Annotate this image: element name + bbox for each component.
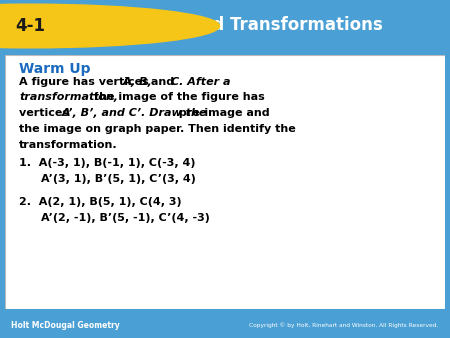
Text: transformation.: transformation.	[19, 140, 118, 150]
Text: Congruence and Transformations: Congruence and Transformations	[72, 16, 383, 34]
Text: 1.  A(-3, 1), B(-1, 1), C(-3, 4): 1. A(-3, 1), B(-1, 1), C(-3, 4)	[19, 158, 196, 168]
Text: A’, B’, and C’. Draw the: A’, B’, and C’. Draw the	[62, 108, 207, 118]
Text: A figure has vertices: A figure has vertices	[19, 76, 153, 87]
Text: 4-1: 4-1	[16, 17, 45, 35]
Text: Warm Up: Warm Up	[19, 62, 90, 76]
Text: the image on graph paper. Then identify the: the image on graph paper. Then identify …	[19, 124, 296, 134]
Text: Holt McDougal Geometry: Holt McDougal Geometry	[11, 320, 120, 330]
Text: vertices: vertices	[19, 108, 73, 118]
Text: C. After a: C. After a	[171, 76, 230, 87]
Text: the image of the figure has: the image of the figure has	[90, 92, 265, 102]
Text: A’(3, 1), B’(5, 1), C’(3, 4): A’(3, 1), B’(5, 1), C’(3, 4)	[40, 174, 195, 184]
Text: Copyright © by Holt, Rinehart and Winston. All Rights Reserved.: Copyright © by Holt, Rinehart and Winsto…	[249, 322, 439, 328]
Text: 2.  A(2, 1), B(5, 1), C(4, 3): 2. A(2, 1), B(5, 1), C(4, 3)	[19, 197, 182, 208]
Text: and: and	[147, 76, 178, 87]
Text: A’(2, -1), B’(5, -1), C’(4, -3): A’(2, -1), B’(5, -1), C’(4, -3)	[40, 213, 209, 223]
Text: pre-image and: pre-image and	[175, 108, 270, 118]
Circle shape	[0, 4, 220, 48]
Text: transformation,: transformation,	[19, 92, 118, 102]
Text: A, B,: A, B,	[123, 76, 153, 87]
